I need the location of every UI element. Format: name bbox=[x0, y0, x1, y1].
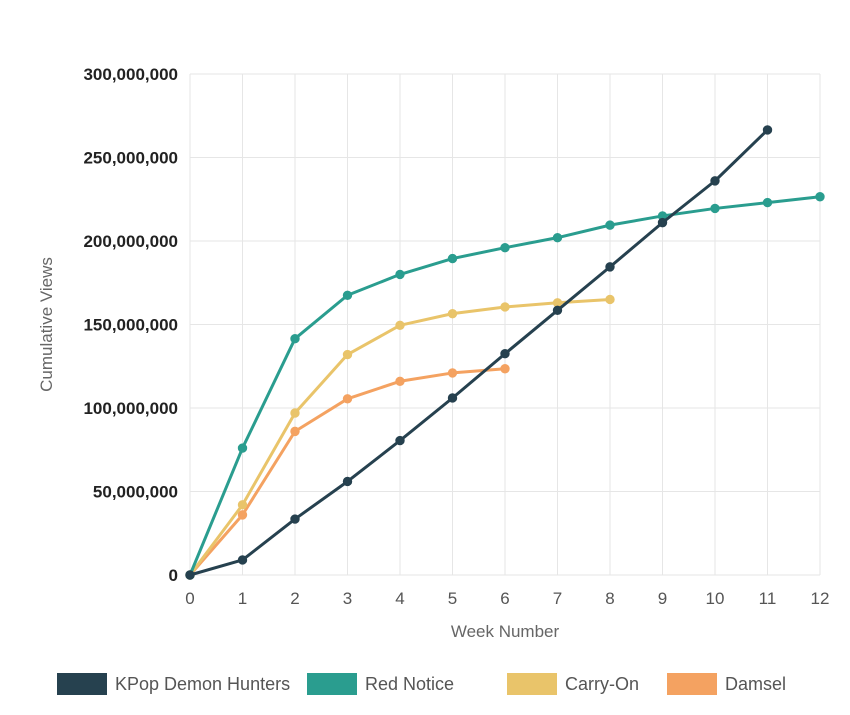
data-point[interactable] bbox=[710, 203, 720, 214]
legend-swatch bbox=[507, 673, 557, 695]
data-point[interactable] bbox=[762, 125, 773, 135]
data-point[interactable] bbox=[815, 192, 825, 202]
x-tick-label: 4 bbox=[395, 589, 404, 608]
legend-label: Damsel bbox=[725, 673, 787, 694]
data-point[interactable] bbox=[342, 349, 353, 360]
data-point[interactable] bbox=[447, 368, 458, 378]
data-point[interactable] bbox=[605, 294, 615, 305]
x-tick-label: 8 bbox=[605, 589, 614, 608]
data-point[interactable] bbox=[237, 443, 248, 453]
data-point[interactable] bbox=[657, 217, 668, 228]
x-tick-label: 7 bbox=[553, 589, 562, 608]
data-point[interactable] bbox=[447, 253, 458, 264]
data-point[interactable] bbox=[290, 333, 300, 344]
data-point[interactable] bbox=[395, 435, 405, 446]
x-tick-label: 5 bbox=[448, 589, 457, 608]
legend-item[interactable]: Carry-On bbox=[507, 664, 639, 704]
data-point[interactable] bbox=[342, 394, 353, 404]
data-point[interactable] bbox=[605, 262, 615, 272]
data-point[interactable] bbox=[500, 349, 510, 359]
data-point[interactable] bbox=[237, 500, 248, 510]
data-point[interactable] bbox=[290, 426, 300, 437]
x-tick-label: 2 bbox=[290, 589, 299, 608]
data-point[interactable] bbox=[395, 320, 405, 331]
y-tick-label: 150,000,000 bbox=[83, 316, 178, 335]
legend-item[interactable]: Red Notice bbox=[307, 664, 454, 704]
y-tick-label: 50,000,000 bbox=[93, 483, 178, 502]
legend-swatch bbox=[307, 673, 357, 695]
y-axis-title: Cumulative Views bbox=[37, 257, 56, 392]
data-point[interactable] bbox=[395, 269, 405, 280]
legend-swatch bbox=[667, 673, 717, 695]
y-tick-label: 300,000,000 bbox=[83, 65, 178, 84]
x-tick-label: 3 bbox=[343, 589, 352, 608]
data-point[interactable] bbox=[290, 408, 300, 418]
x-tick-label: 9 bbox=[658, 589, 667, 608]
data-point[interactable] bbox=[552, 232, 563, 243]
data-point[interactable] bbox=[342, 476, 353, 487]
data-point[interactable] bbox=[237, 555, 248, 565]
data-point[interactable] bbox=[762, 197, 773, 208]
chart-legend: KPop Demon Hunters Red Notice Carry-On Dams… bbox=[0, 664, 850, 704]
x-tick-label: 1 bbox=[238, 589, 247, 608]
data-point[interactable] bbox=[552, 305, 563, 316]
data-point[interactable] bbox=[447, 308, 458, 319]
data-point[interactable] bbox=[500, 364, 510, 374]
legend-item[interactable]: KPop Demon Hunters bbox=[57, 664, 290, 704]
data-point[interactable] bbox=[237, 510, 248, 520]
x-axis-title: Week Number bbox=[451, 622, 560, 641]
legend-item[interactable]: Damsel bbox=[667, 664, 786, 704]
y-tick-label: 200,000,000 bbox=[83, 232, 178, 251]
legend-label: Red Notice bbox=[365, 673, 455, 694]
series-line bbox=[188, 128, 769, 577]
y-tick-label: 100,000,000 bbox=[83, 399, 178, 418]
data-point[interactable] bbox=[500, 242, 510, 253]
x-tick-label: 11 bbox=[759, 589, 777, 608]
data-point[interactable] bbox=[342, 290, 353, 300]
data-point[interactable] bbox=[500, 302, 510, 312]
data-point[interactable] bbox=[447, 393, 458, 403]
x-tick-label: 6 bbox=[500, 589, 509, 608]
legend-label: KPop Demon Hunters bbox=[115, 673, 291, 694]
legend-swatch bbox=[57, 673, 107, 695]
y-tick-label: 0 bbox=[169, 566, 178, 585]
data-point[interactable] bbox=[710, 176, 720, 186]
line-chart: 0 50,000,000 100,000,000 150,000,000 200,000… bbox=[37, 65, 830, 641]
x-tick-label: 12 bbox=[811, 589, 830, 608]
data-point[interactable] bbox=[395, 376, 405, 386]
x-tick-label: 0 bbox=[185, 589, 194, 608]
x-tick-label: 10 bbox=[706, 589, 725, 608]
data-point[interactable] bbox=[605, 220, 615, 230]
data-point[interactable] bbox=[290, 514, 300, 524]
legend-label: Carry-On bbox=[565, 673, 640, 694]
y-tick-label: 250,000,000 bbox=[83, 149, 178, 168]
data-point[interactable] bbox=[185, 570, 195, 580]
